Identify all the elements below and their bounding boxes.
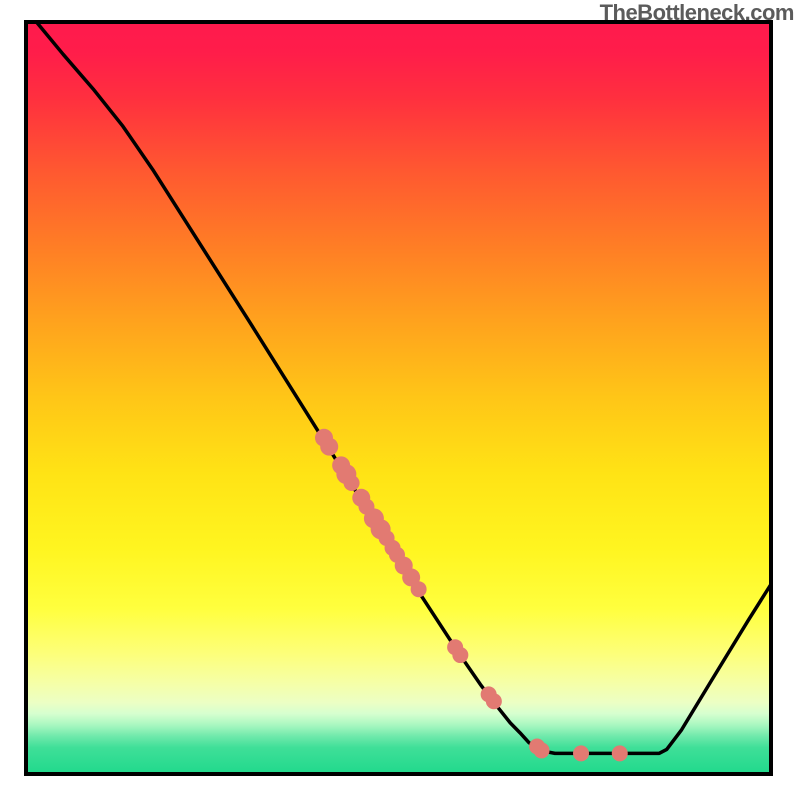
data-marker bbox=[411, 581, 427, 597]
watermark-text: TheBottleneck.com bbox=[600, 0, 794, 26]
data-marker bbox=[344, 475, 360, 491]
gradient-background bbox=[26, 22, 771, 774]
chart-container: TheBottleneck.com bbox=[0, 0, 800, 800]
data-marker bbox=[534, 742, 550, 758]
chart-svg bbox=[0, 0, 800, 800]
data-marker bbox=[573, 745, 589, 761]
data-marker bbox=[320, 438, 338, 456]
data-marker bbox=[612, 745, 628, 761]
data-marker bbox=[486, 693, 502, 709]
data-marker bbox=[452, 647, 468, 663]
